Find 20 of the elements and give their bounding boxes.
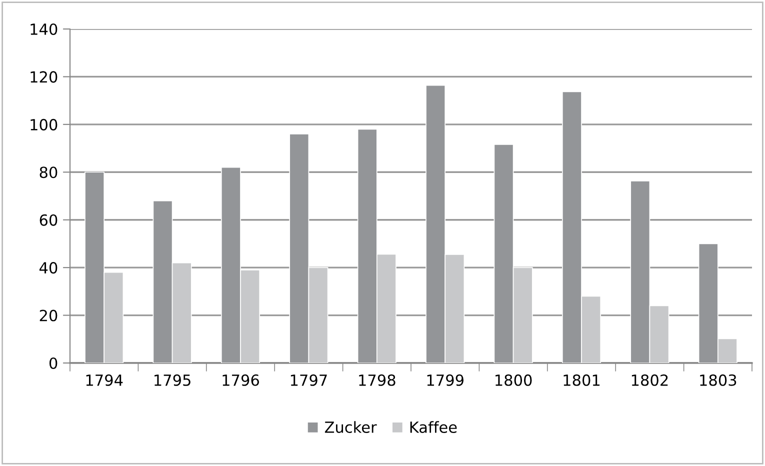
x-tick-label: 1795 [154, 374, 190, 386]
x-tick-label: 1798 [359, 374, 396, 386]
y-tick-label: 0 [49, 357, 58, 370]
y-tick-label: 100 [30, 118, 58, 130]
legend-label: Kaffee [410, 421, 457, 433]
legend-label: Zucker [324, 421, 377, 433]
x-tick-label: 1803 [700, 374, 736, 386]
y-tick-label: 120 [30, 71, 58, 83]
y-tick-label: 40 [40, 262, 58, 274]
x-tick-label: 1802 [632, 374, 668, 386]
y-tick-label: 80 [40, 166, 58, 178]
x-tick-label: 1797 [290, 374, 327, 386]
x-tick-label: 1794 [86, 374, 123, 386]
x-tick-label: 1801 [564, 374, 600, 386]
x-tick-label: 1796 [222, 374, 259, 386]
y-tick-label: 20 [40, 310, 58, 322]
y-tick-label: 140 [30, 23, 58, 36]
x-tick-label: 1800 [496, 374, 532, 386]
x-tick-label: 1799 [427, 374, 464, 386]
y-tick-label: 60 [40, 214, 58, 226]
